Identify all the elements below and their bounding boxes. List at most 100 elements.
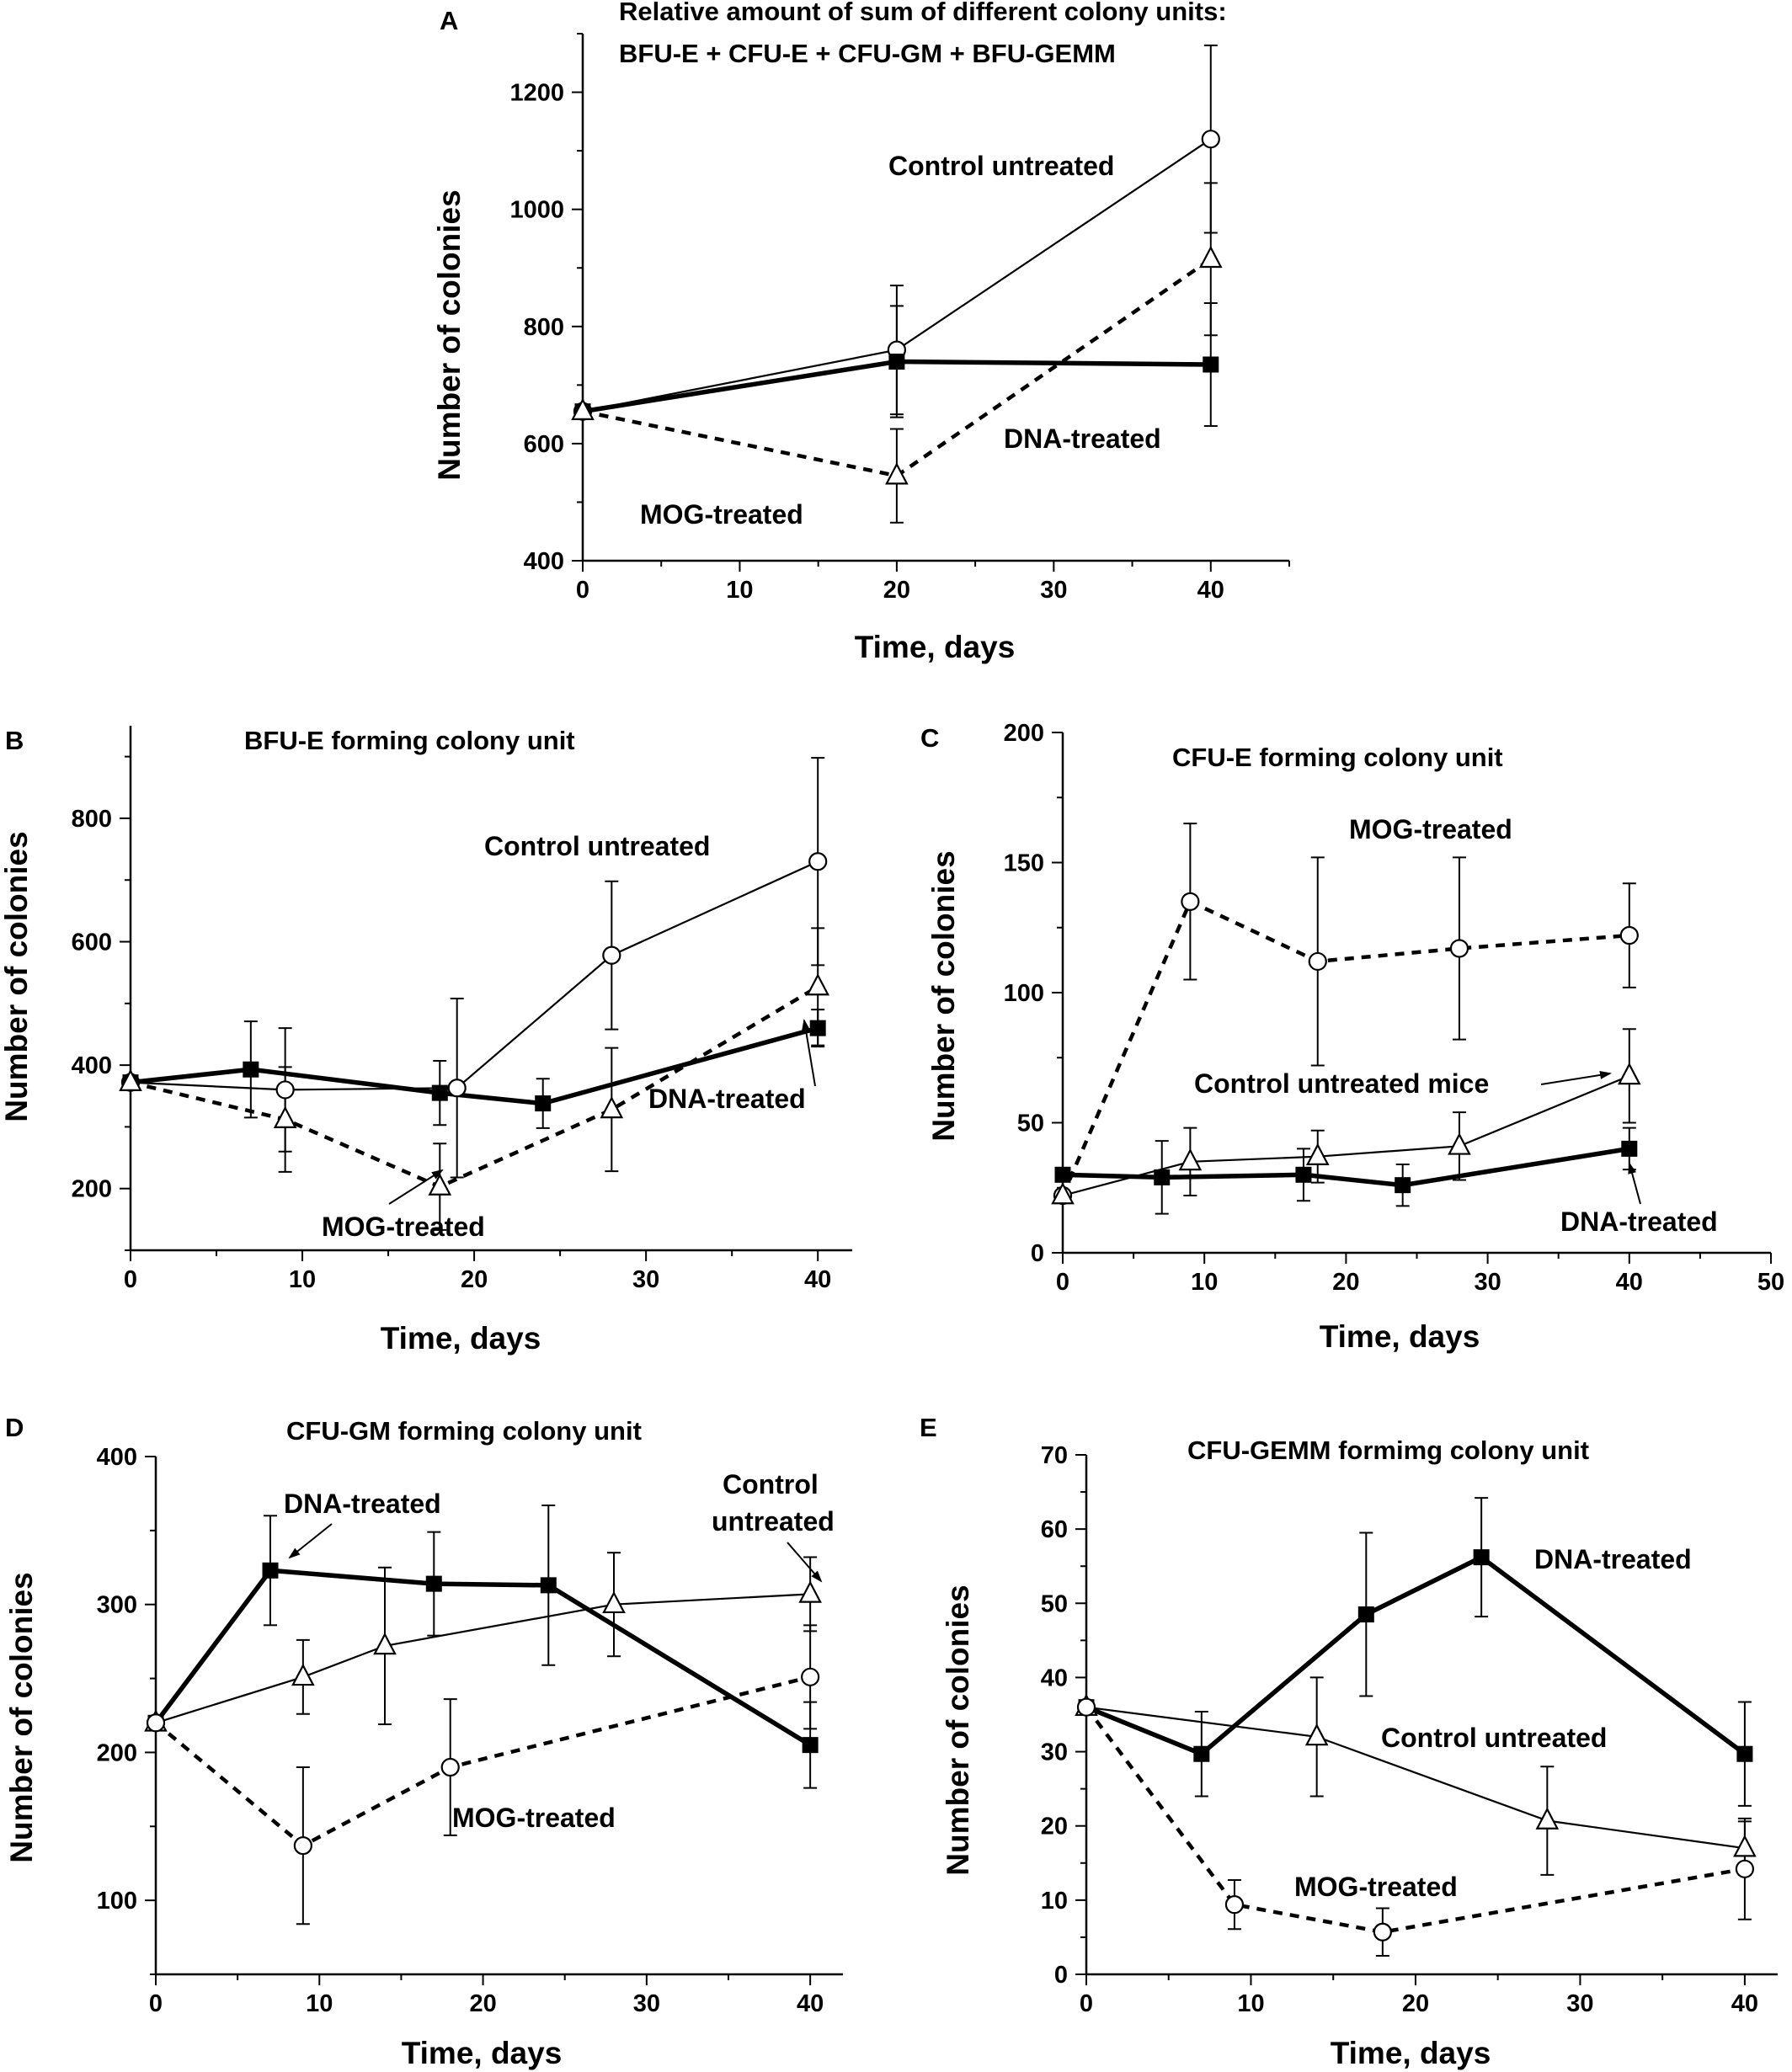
panel-b-series-2-point bbox=[428, 1173, 452, 1196]
panel-d-series-0-point bbox=[540, 1577, 557, 1594]
panel-d-series-1-line bbox=[155, 1593, 811, 1724]
panel-c-x-tick-label: 40 bbox=[1616, 1269, 1643, 1296]
panel-e-label-dna: DNA-treated bbox=[1534, 1544, 1692, 1574]
panel-a-x-tick-label: 40 bbox=[1197, 577, 1224, 604]
panel-e-series-2-point bbox=[1076, 1697, 1096, 1717]
panel-d-series-2-point bbox=[801, 1667, 820, 1686]
panel-d-label-mog: MOG-treated bbox=[452, 1803, 616, 1833]
panel-b-x-tick-label: 10 bbox=[289, 1266, 316, 1293]
panel-b-x-tick-label: 30 bbox=[632, 1266, 659, 1293]
panel-e-series-2-point bbox=[1373, 1922, 1392, 1942]
panel-c-y-tick-label: 200 bbox=[1004, 720, 1044, 747]
panel-b-title: BFU-E forming colony unit bbox=[244, 726, 575, 755]
panel-b-series-0-point bbox=[808, 852, 828, 871]
panel-d-label-control-1: Control bbox=[723, 1469, 819, 1499]
panel-c-y-tick-label: 100 bbox=[1004, 980, 1044, 1007]
panel-a-series-0-point bbox=[1201, 130, 1220, 149]
panel-e-series-0-point bbox=[1357, 1606, 1374, 1623]
panel-b-letter: B bbox=[5, 726, 24, 755]
panel-a: A Relative amount of sum of different co… bbox=[432, 0, 1290, 664]
panel-e-series-2-point bbox=[1735, 1859, 1755, 1878]
panel-a-x-tick-label: 0 bbox=[576, 577, 589, 604]
panel-a-series-1-point bbox=[1203, 356, 1219, 373]
panel-b-series-2-point bbox=[806, 973, 830, 996]
panel-d: D CFU-GM forming colony unit 0 10 20 30 40 10… bbox=[4, 1413, 843, 2070]
panel-a-y-tick-label: 1000 bbox=[509, 197, 564, 224]
panel-c-series-0-point bbox=[1619, 925, 1639, 945]
panel-e-xlabel: Time, days bbox=[1331, 2036, 1491, 2070]
panel-e-x-tick-label: 20 bbox=[1402, 1990, 1429, 2017]
panel-c-arrow-dna bbox=[1628, 1162, 1641, 1205]
panel-a-xlabel: Time, days bbox=[855, 630, 1016, 664]
panel-c-series-2-point bbox=[1054, 1166, 1071, 1183]
panel-b-y-tick-label: 600 bbox=[72, 929, 112, 956]
panel-c-label-dna: DNA-treated bbox=[1560, 1206, 1718, 1237]
panel-e-y-tick-label: 60 bbox=[1041, 1516, 1068, 1543]
panel-a-series-2-point bbox=[1198, 245, 1223, 269]
panel-c-x-tick-label: 20 bbox=[1332, 1269, 1359, 1296]
panel-a-label-control: Control untreated bbox=[888, 151, 1114, 181]
panel-c-series-1-point bbox=[1178, 1148, 1203, 1171]
panel-a-plot: 0 10 20 30 40 400 600 800 1000 1200 bbox=[509, 33, 1290, 604]
panel-c-title: CFU-E forming colony unit bbox=[1172, 743, 1503, 772]
panel-d-series-0-point bbox=[802, 1737, 819, 1754]
panel-b-series-0-point bbox=[602, 945, 621, 965]
panel-b: B BFU-E forming colony unit 0 10 20 30 40 200… bbox=[0, 726, 852, 1356]
panel-c-x-tick-label: 50 bbox=[1757, 1269, 1784, 1296]
panel-d-x-tick-label: 10 bbox=[306, 1990, 333, 2017]
panel-e-x-tick-label: 10 bbox=[1237, 1990, 1264, 2017]
panel-c-label-mog: MOG-treated bbox=[1349, 814, 1512, 844]
panel-b-series-2-point bbox=[119, 1068, 142, 1091]
panel-c-ylabel: Number of colonies bbox=[926, 850, 961, 1141]
panel-d-xlabel: Time, days bbox=[402, 2036, 563, 2070]
panel-a-y-tick-label: 800 bbox=[524, 314, 564, 341]
panel-c-series-0-point bbox=[1449, 939, 1469, 958]
panel-b-series-0-point bbox=[275, 1080, 295, 1100]
panel-a-y-tick-label: 600 bbox=[524, 431, 564, 458]
panel-e-y-tick-label: 50 bbox=[1041, 1590, 1068, 1617]
panel-c-letter: C bbox=[920, 723, 939, 753]
panel-c-series-0-point bbox=[1308, 951, 1327, 972]
panel-e-y-tick-label: 10 bbox=[1041, 1888, 1068, 1915]
panel-a-title-line-1: Relative amount of sum of different colo… bbox=[619, 0, 1227, 26]
panel-b-series-2-point bbox=[273, 1105, 297, 1128]
panel-d-series-2-point bbox=[293, 1836, 312, 1856]
panel-b-y-tick-label: 800 bbox=[72, 806, 112, 833]
panel-e-x-tick-label: 40 bbox=[1731, 1990, 1758, 2017]
panel-b-label-mog: MOG-treated bbox=[322, 1212, 485, 1242]
panel-d-series-1-point bbox=[798, 1580, 822, 1603]
panel-b-series-0-point bbox=[447, 1079, 467, 1098]
panel-c-series-0-point bbox=[1181, 892, 1200, 911]
panel-e-y-tick-label: 40 bbox=[1041, 1665, 1068, 1691]
panel-b-arrow-mog bbox=[388, 1169, 444, 1205]
panel-b-series-1-point bbox=[809, 1020, 826, 1036]
panel-b-y-tick-label: 400 bbox=[72, 1052, 112, 1079]
panel-a-series-1-point bbox=[888, 354, 905, 370]
panel-d-series-0-point bbox=[425, 1575, 442, 1592]
panel-d-x-tick-label: 0 bbox=[149, 1990, 163, 2017]
panel-a-y-tick-label: 1200 bbox=[509, 80, 564, 107]
panel-c: C CFU-E forming colony unit 0 10 20 30 40 500… bbox=[920, 720, 1784, 1354]
panel-d-plot: 0 10 20 30 40 100 200 300 400 bbox=[97, 1444, 843, 2017]
panel-d-x-tick-label: 40 bbox=[797, 1990, 824, 2017]
panel-d-y-tick-label: 300 bbox=[97, 1592, 137, 1619]
panel-c-y-tick-label: 150 bbox=[1004, 850, 1044, 877]
panel-b-y-tick-label: 200 bbox=[72, 1176, 112, 1203]
panel-b-series-1-point bbox=[431, 1084, 448, 1101]
panel-d-y-tick-label: 100 bbox=[97, 1888, 137, 1915]
panel-c-series-1-point bbox=[1305, 1143, 1330, 1166]
panel-a-series-2-point bbox=[885, 462, 909, 485]
panel-b-arrow-dna bbox=[802, 1019, 816, 1087]
panel-d-y-tick-label: 200 bbox=[97, 1739, 137, 1766]
panel-e-x-tick-label: 0 bbox=[1080, 1990, 1093, 2017]
panel-e-y-tick-label: 30 bbox=[1041, 1739, 1068, 1766]
panel-e-label-control: Control untreated bbox=[1381, 1723, 1607, 1753]
panel-e-series-2-point bbox=[1224, 1895, 1245, 1915]
panel-e-series-0-point bbox=[1193, 1745, 1210, 1762]
panel-d-series-0-point bbox=[262, 1562, 279, 1579]
panel-c-series-1-point bbox=[1617, 1062, 1641, 1085]
panel-a-x-tick-label: 30 bbox=[1040, 577, 1067, 604]
panel-c-series-0-line bbox=[1060, 898, 1629, 1196]
panel-a-ylabel: Number of colonies bbox=[432, 189, 467, 480]
panel-e: E CFU-GEMM formimg colony unit 0 10 20 30 40… bbox=[920, 1413, 1778, 2070]
